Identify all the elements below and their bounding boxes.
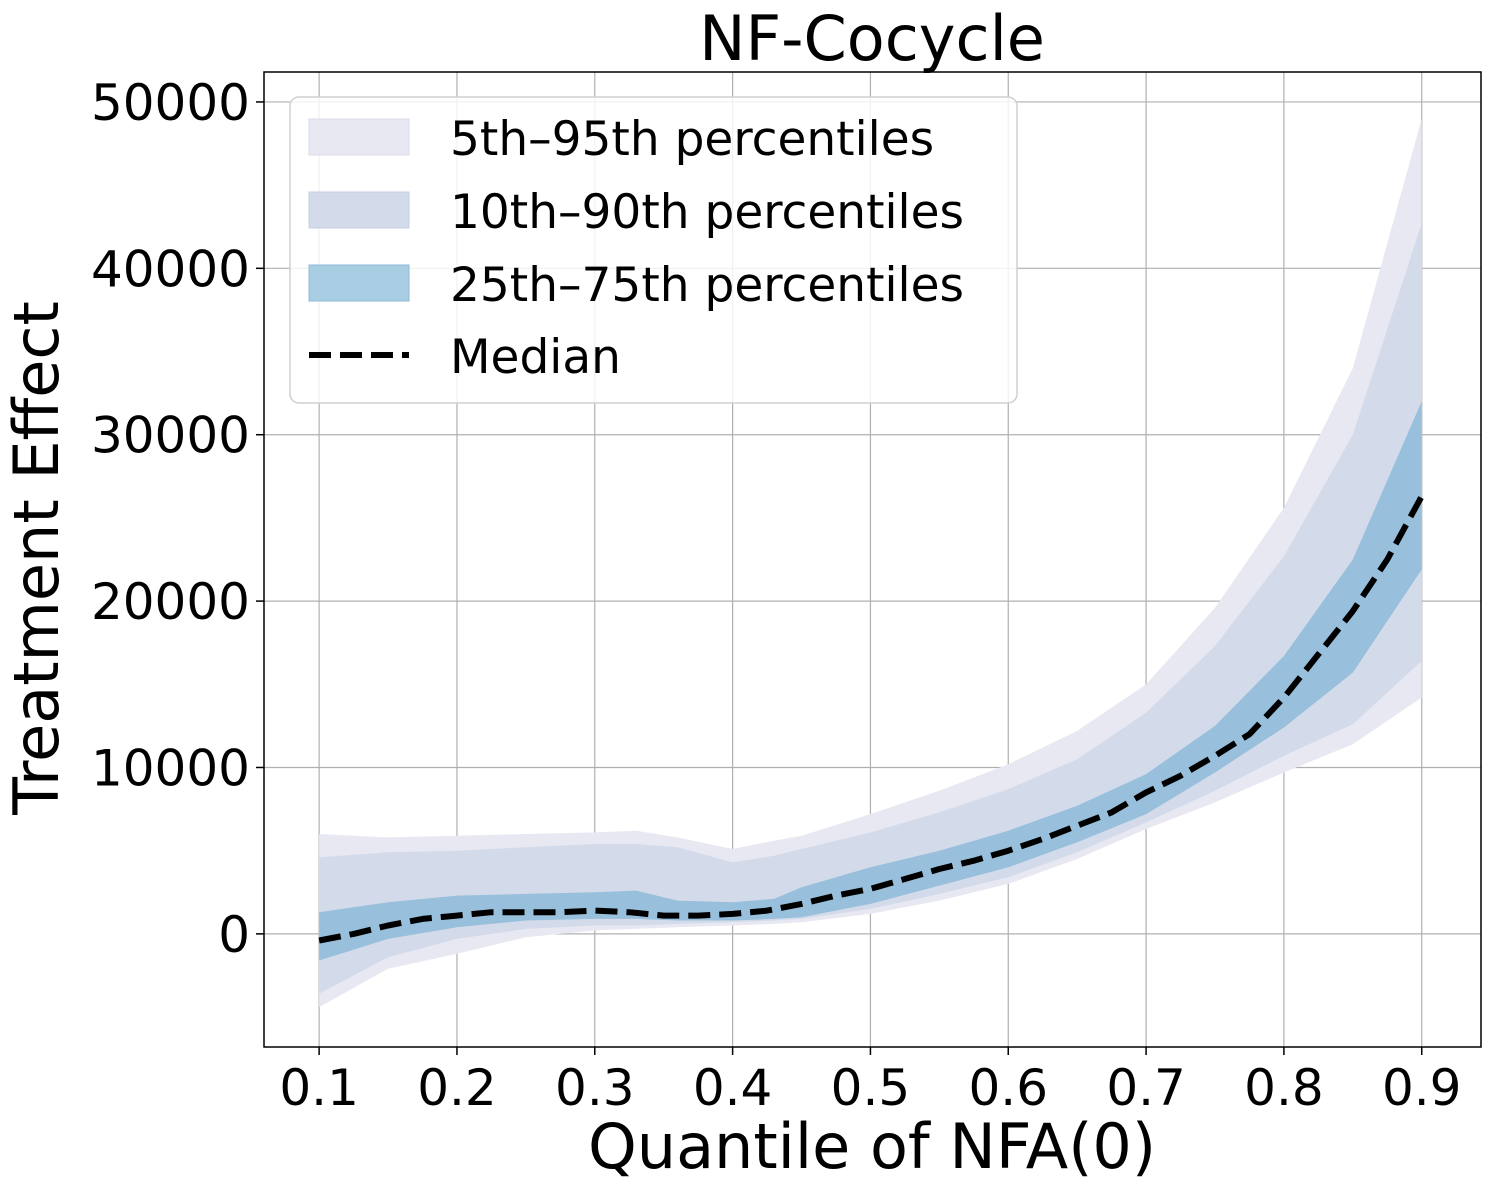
y-tick-label: 0	[218, 906, 250, 964]
y-tick-label: 20000	[91, 573, 250, 631]
x-tick-label: 0.7	[1106, 1059, 1186, 1117]
y-tick-label: 10000	[91, 739, 250, 797]
y-axis: 0 10000 20000 30000 40000 50000	[91, 74, 264, 964]
band-25-75	[319, 401, 1422, 961]
x-tick-label: 0.1	[279, 1059, 359, 1117]
median-layer	[318, 494, 1425, 944]
x-tick-label: 0.5	[831, 1059, 911, 1117]
legend-swatch-25-75	[308, 264, 410, 302]
legend-swatch-5-95	[308, 118, 410, 156]
y-tick-label: 30000	[91, 407, 250, 465]
legend-label-10-90: 10th–90th percentiles	[450, 185, 964, 240]
x-tick-label: 0.9	[1382, 1059, 1462, 1117]
x-axis: 0.1 0.2 0.3 0.4 0.5 0.6 0.7 0.8 0.9	[279, 1047, 1462, 1117]
percentile-bands	[319, 118, 1422, 1008]
chart-title: NF-Cocycle	[699, 2, 1045, 75]
x-axis-label: Quantile of NFA(0)	[588, 1110, 1156, 1183]
y-axis-label: Treatment Effect	[0, 301, 73, 816]
y-tick-label: 40000	[91, 240, 250, 298]
median-line	[318, 494, 1425, 944]
plot-frame	[263, 71, 1482, 1048]
legend-frame	[289, 96, 1018, 404]
legend-label-25-75: 25th–75th percentiles	[450, 258, 964, 313]
x-tick-label: 0.2	[417, 1059, 497, 1117]
x-tick-label: 0.4	[693, 1059, 773, 1117]
x-tick-label: 0.8	[1244, 1059, 1324, 1117]
x-tick-label: 0.6	[968, 1059, 1048, 1117]
legend-swatch-10-90	[308, 191, 410, 229]
x-tick-label: 0.3	[555, 1059, 635, 1117]
legend: 5th–95th percentiles 10th–90th percentil…	[289, 96, 1018, 404]
legend-label-5-95: 5th–95th percentiles	[450, 112, 934, 167]
legend-label-median: Median	[450, 330, 621, 385]
y-tick-label: 50000	[91, 74, 250, 132]
